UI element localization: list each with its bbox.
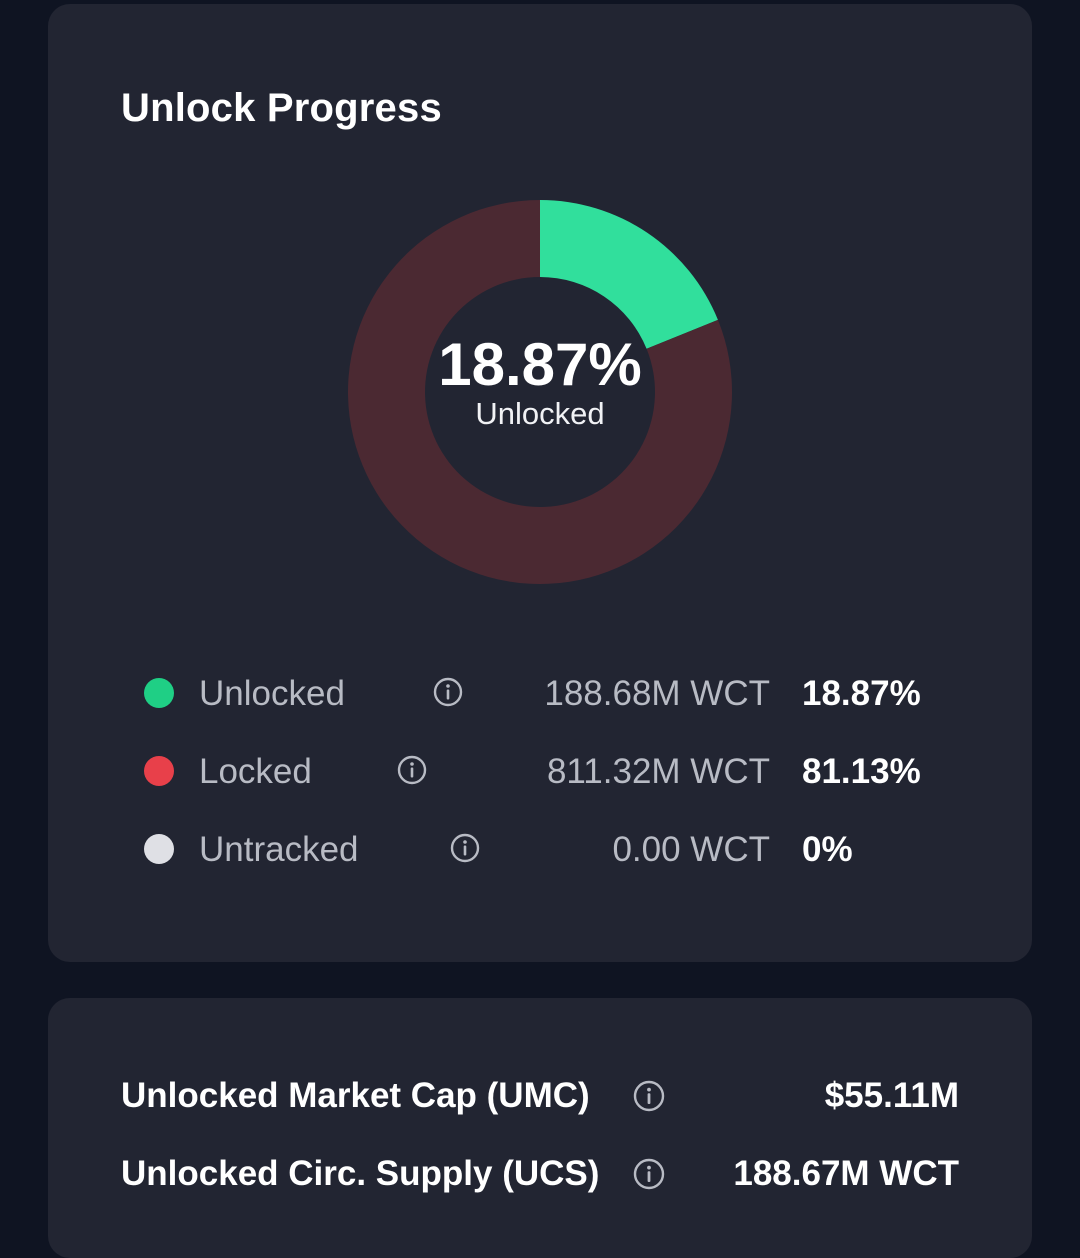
- legend-percent: 81.13%: [802, 752, 921, 791]
- legend-label: Untracked: [199, 830, 359, 869]
- legend-row-untracked: Untracked 0.00 WCT 0%: [144, 812, 944, 890]
- legend-percent: 0%: [802, 830, 853, 869]
- legend-percent: 18.87%: [802, 674, 921, 713]
- info-icon[interactable]: [450, 833, 480, 863]
- card-title: Unlock Progress: [121, 86, 442, 130]
- metric-value: $55.11M: [824, 1076, 959, 1115]
- donut-slice-unlocked: [540, 200, 718, 349]
- metric-label: Unlocked Market Cap (UMC): [121, 1076, 590, 1115]
- unlock-metrics-card: Unlocked Market Cap (UMC) $55.11M Unlock…: [48, 998, 1032, 1258]
- legend-row-unlocked: Unlocked 188.68M WCT 18.87%: [144, 656, 944, 734]
- info-icon[interactable]: [433, 677, 463, 707]
- info-icon[interactable]: [633, 1080, 665, 1112]
- untracked-dot-icon: [144, 834, 174, 864]
- metric-value: 188.67M WCT: [733, 1154, 959, 1193]
- donut-center: 18.87% Unlocked: [348, 200, 732, 584]
- legend-row-locked: Locked 811.32M WCT 81.13%: [144, 734, 944, 812]
- locked-dot-icon: [144, 756, 174, 786]
- donut-slice-locked: [348, 200, 732, 584]
- metric-row-umc: Unlocked Market Cap (UMC) $55.11M: [121, 1074, 959, 1118]
- legend-amount: 188.68M WCT: [544, 674, 770, 713]
- unlock-donut-chart: 18.87% Unlocked: [348, 200, 732, 584]
- unlocked-dot-icon: [144, 678, 174, 708]
- metric-label: Unlocked Circ. Supply (UCS): [121, 1154, 600, 1193]
- donut-center-percent: 18.87%: [438, 331, 642, 398]
- metric-row-ucs: Unlocked Circ. Supply (UCS) 188.67M WCT: [121, 1152, 959, 1196]
- donut-svg: [348, 200, 732, 584]
- legend-label: Unlocked: [199, 674, 345, 713]
- donut-center-label: Unlocked: [475, 396, 605, 431]
- legend-amount: 811.32M WCT: [546, 752, 770, 791]
- info-icon[interactable]: [397, 755, 427, 785]
- info-icon[interactable]: [633, 1158, 665, 1190]
- legend-label: Locked: [199, 752, 312, 791]
- unlock-legend: Unlocked 188.68M WCT 18.87% Locked 811.3…: [144, 656, 944, 890]
- legend-amount: 0.00 WCT: [612, 830, 770, 869]
- unlock-progress-card: Unlock Progress 18.87% Unlocked Unlocked…: [48, 4, 1032, 962]
